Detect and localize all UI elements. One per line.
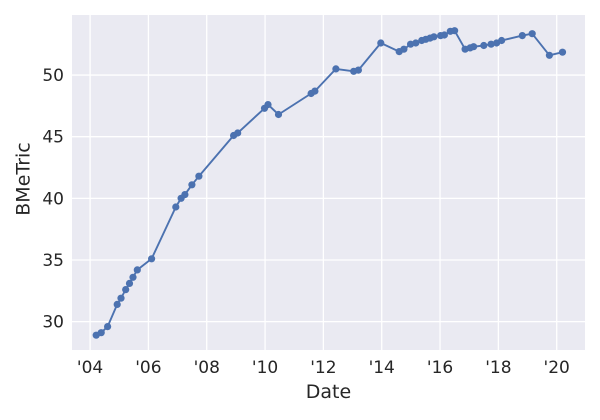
- x-tick-label: '08: [194, 358, 220, 378]
- x-axis-label: Date: [305, 381, 352, 403]
- data-point: [117, 294, 125, 302]
- data-point: [122, 286, 130, 294]
- data-point: [311, 87, 319, 95]
- x-tick-label: '12: [310, 358, 336, 378]
- x-tick-label: '06: [135, 358, 161, 378]
- data-point: [354, 66, 362, 74]
- data-point: [451, 27, 459, 35]
- data-point: [498, 36, 506, 45]
- data-point: [545, 51, 554, 59]
- data-point: [148, 255, 156, 263]
- data-point: [332, 65, 340, 73]
- data-point: [104, 323, 112, 331]
- data-point: [129, 273, 137, 281]
- data-point: [528, 30, 536, 38]
- data-point: [487, 40, 495, 48]
- data-point: [400, 45, 408, 53]
- plot-area: [72, 15, 585, 350]
- data-point: [125, 279, 134, 287]
- x-tick-label: '18: [485, 358, 511, 378]
- x-tick-label: '14: [369, 358, 395, 378]
- data-point: [470, 43, 478, 51]
- data-point: [558, 48, 567, 56]
- data-point: [195, 172, 203, 180]
- data-point: [234, 129, 242, 137]
- x-tick-label: '04: [77, 358, 103, 378]
- data-point: [430, 33, 438, 41]
- data-point: [480, 41, 488, 50]
- y-tick-label: 50: [42, 66, 64, 86]
- y-axis-label: BMeTric: [12, 142, 35, 216]
- data-point: [440, 31, 448, 39]
- data-point: [377, 39, 385, 47]
- data-point: [181, 191, 189, 199]
- data-point: [172, 203, 180, 211]
- x-tick-label: '16: [427, 358, 453, 378]
- data-point: [97, 329, 105, 337]
- data-point: [412, 39, 420, 47]
- y-tick-label: 30: [42, 313, 64, 333]
- data-point: [264, 101, 272, 109]
- x-tick-label: '10: [252, 358, 278, 378]
- y-tick-label: 35: [42, 251, 64, 271]
- y-tick-label: 40: [42, 189, 64, 209]
- data-point: [274, 110, 283, 119]
- x-tick-label: '20: [544, 358, 570, 378]
- data-point: [113, 300, 121, 308]
- data-point: [518, 31, 526, 40]
- y-tick-label: 45: [42, 128, 64, 148]
- data-point: [133, 266, 141, 274]
- data-point: [188, 181, 196, 189]
